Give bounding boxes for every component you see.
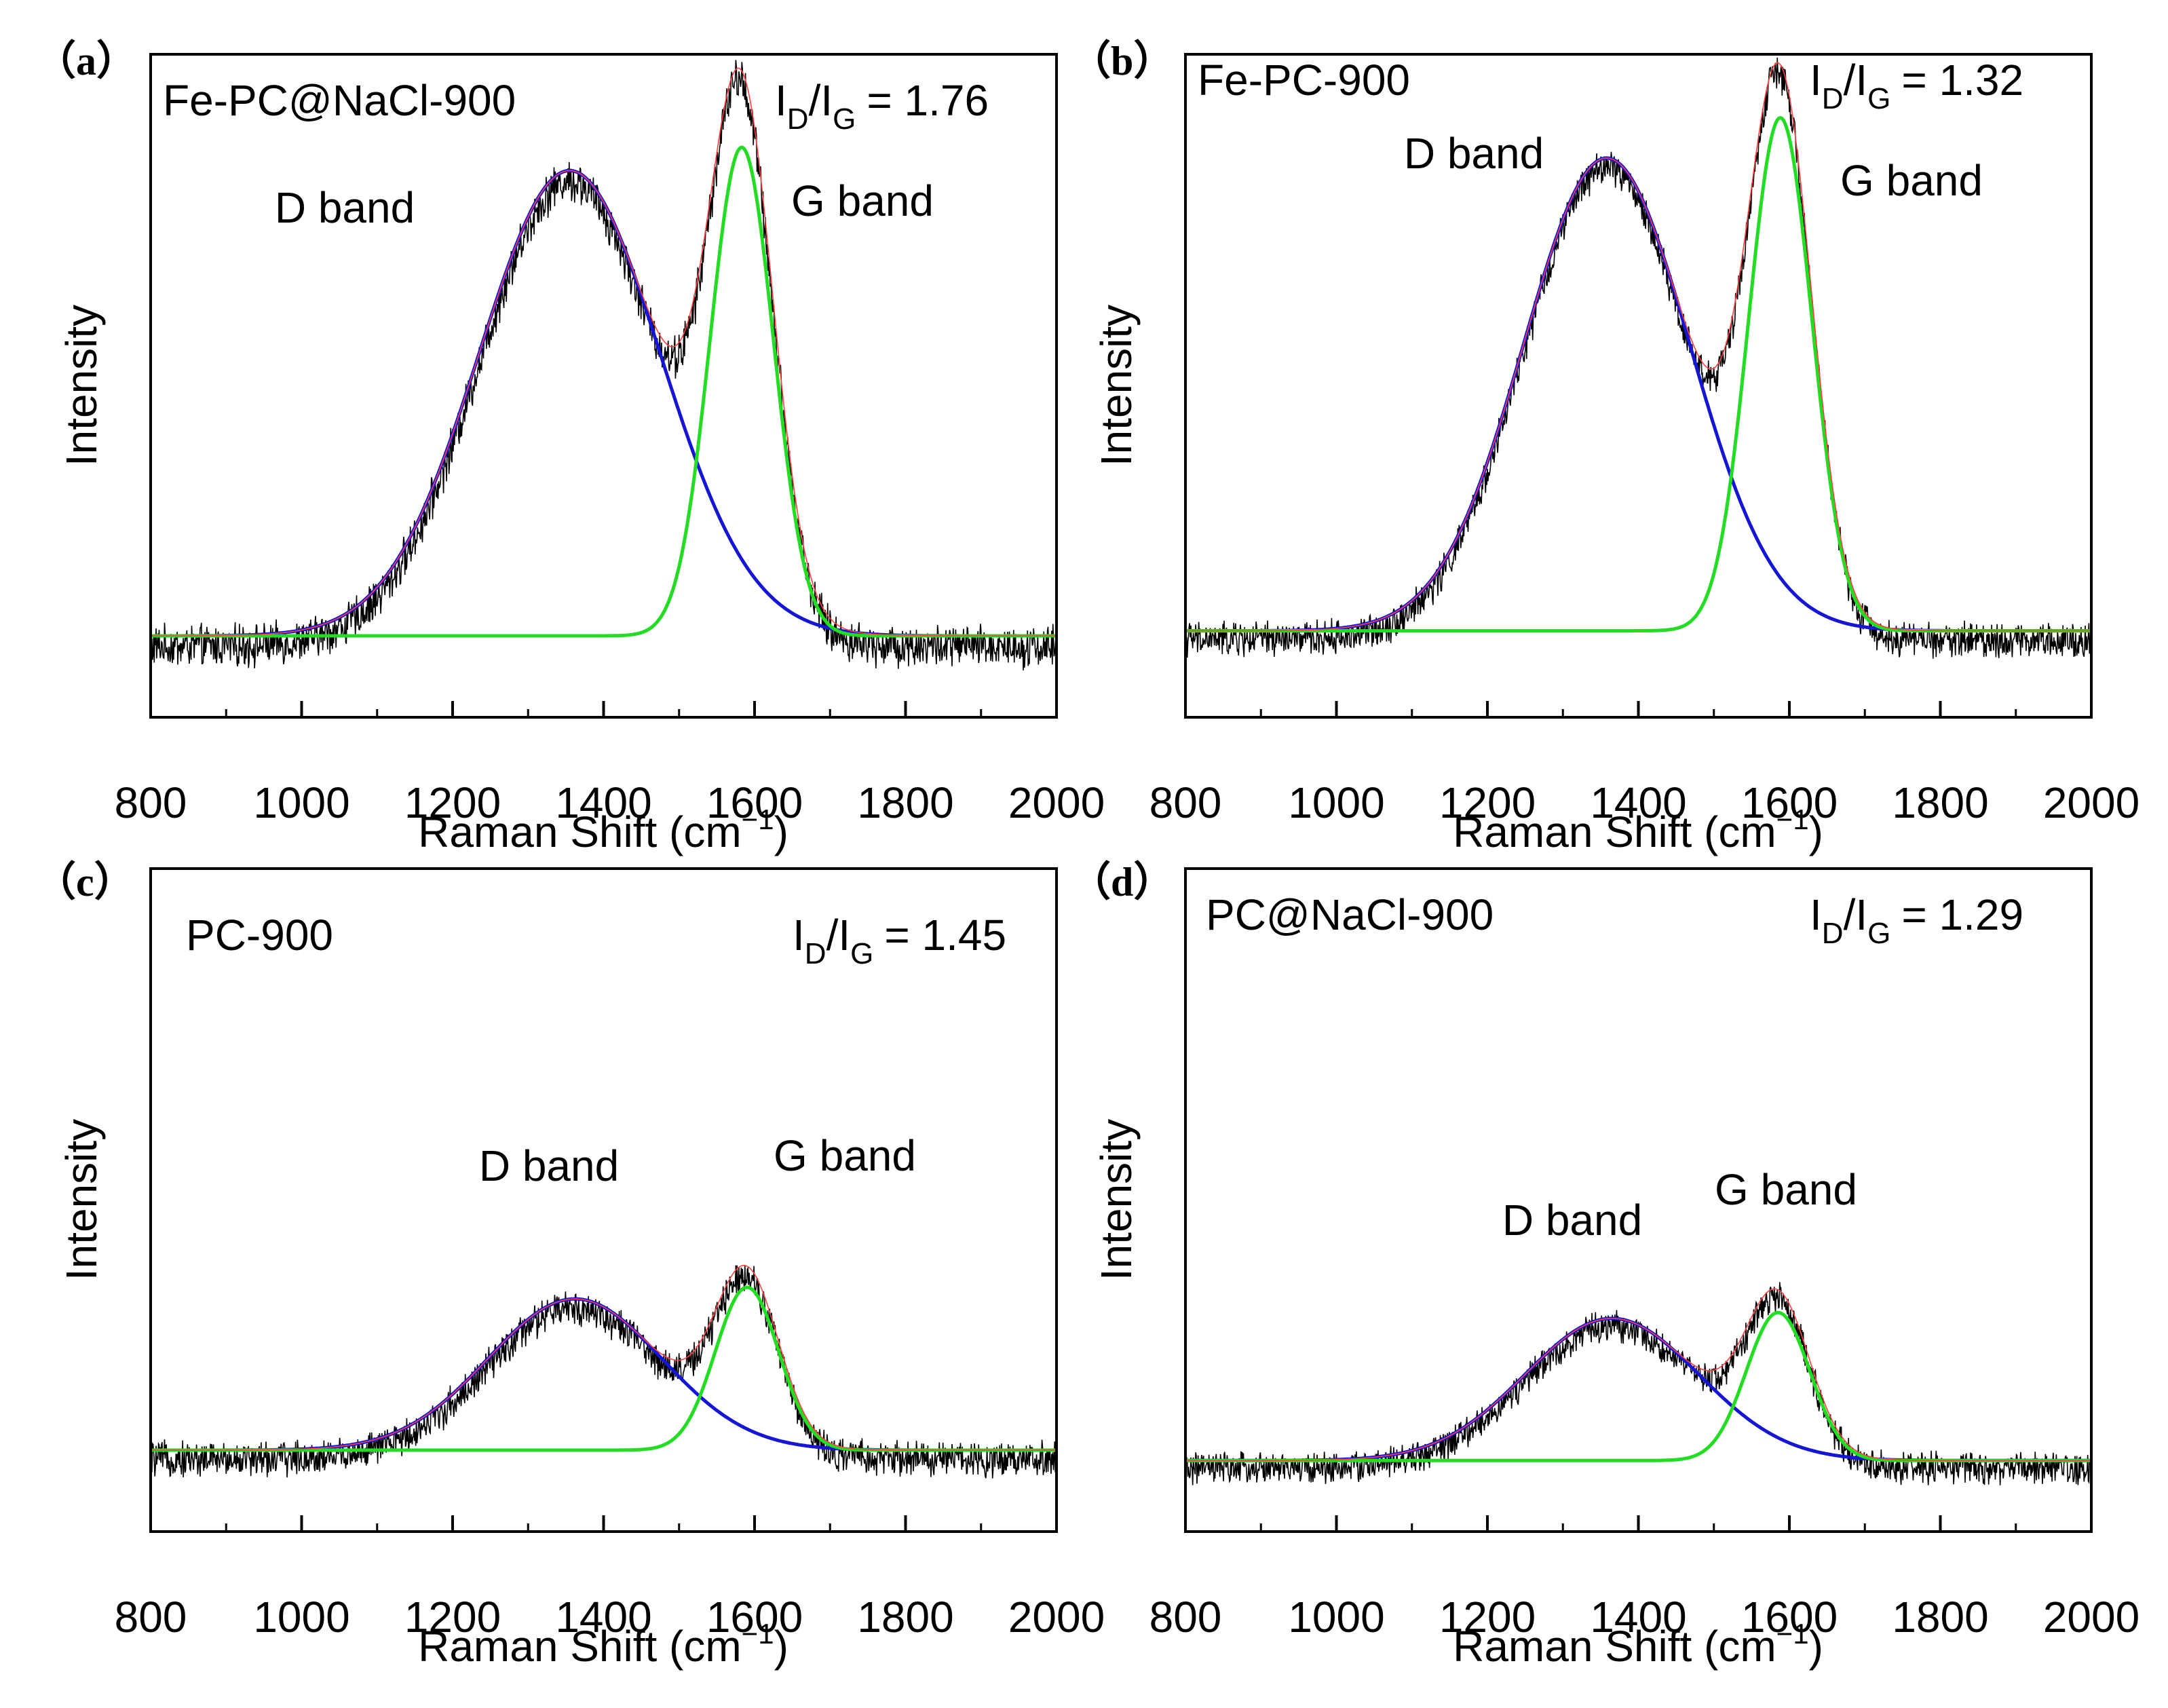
plot-frame xyxy=(149,53,1058,719)
plot-frame xyxy=(1184,867,2093,1533)
y-axis-label: Intensity xyxy=(57,305,106,466)
x-tick-label: 1800 xyxy=(857,778,953,827)
g-band-label: G band xyxy=(791,176,934,225)
panel-label: （d） xyxy=(1070,859,1174,905)
g-band-label: G band xyxy=(1840,156,1983,205)
x-tick-label: 1200 xyxy=(1439,778,1536,827)
x-tick-label: 800 xyxy=(115,1593,187,1641)
d-band-label: D band xyxy=(479,1141,619,1190)
x-axis-label: Raman Shift (cm−1) xyxy=(1453,803,1823,856)
y-axis-label: Intensity xyxy=(1092,1119,1141,1280)
ratio-label: ID/IG = 1.76 xyxy=(775,76,989,136)
x-tick-label: 800 xyxy=(1149,778,1222,827)
x-tick-label: 800 xyxy=(115,778,187,827)
ratio-label: ID/IG = 1.29 xyxy=(1810,890,2023,950)
x-tick-label: 2000 xyxy=(1008,1593,1105,1641)
x-tick-label: 1000 xyxy=(253,1593,349,1641)
g-band-fit-line xyxy=(151,1285,1057,1452)
ratio-label: ID/IG = 1.45 xyxy=(793,911,1006,970)
panel-label: （c） xyxy=(35,859,135,905)
x-tick-label: 1800 xyxy=(1892,1593,1988,1641)
x-tick-label: 800 xyxy=(1149,1593,1222,1641)
x-tick-label: 1200 xyxy=(404,1593,501,1641)
x-tick-label: 1000 xyxy=(1288,778,1384,827)
x-tick-label: 1400 xyxy=(555,778,651,827)
g-band-label: G band xyxy=(774,1131,916,1180)
x-tick-label: 1400 xyxy=(1590,778,1686,827)
raw-spectrum-line xyxy=(1185,57,2092,659)
d-band-fit-line xyxy=(1185,1316,2091,1462)
x-tick-label: 2000 xyxy=(1008,778,1105,827)
panel-a: （a） Fe-PC@NaCl-900 ID/IG = 1.76 D band G … xyxy=(35,38,1105,856)
x-tick-label: 1000 xyxy=(253,778,349,827)
x-tick-label: 1200 xyxy=(404,778,501,827)
x-tick-label: 1000 xyxy=(1288,1593,1384,1641)
sample-name: PC-900 xyxy=(186,911,333,960)
x-axis-label: Raman Shift (cm−1) xyxy=(418,1618,788,1671)
x-tick-label: 1400 xyxy=(1590,1593,1686,1641)
d-band-label: D band xyxy=(275,183,415,232)
sample-name: Fe-PC-900 xyxy=(1198,56,1410,105)
ratio-label: ID/IG = 1.32 xyxy=(1810,56,2023,115)
g-band-label: G band xyxy=(1715,1165,1857,1214)
x-axis-label: Raman Shift (cm−1) xyxy=(1453,1618,1823,1671)
d-band-fit-line xyxy=(151,168,1057,638)
x-tick-label: 1800 xyxy=(857,1593,953,1641)
cumulative-fit-line xyxy=(151,1264,1057,1451)
y-axis-label: Intensity xyxy=(1092,305,1141,466)
x-tick-label: 1800 xyxy=(1892,778,1988,827)
y-axis-label: Intensity xyxy=(57,1119,106,1280)
cumulative-fit-line xyxy=(151,67,1057,637)
d-band-label: D band xyxy=(1404,129,1544,178)
panel-c: （c） PC-900 ID/IG = 1.45 D band G band Int… xyxy=(35,859,1105,1671)
panel-label: （b） xyxy=(1070,38,1174,83)
x-tick-label: 1400 xyxy=(555,1593,651,1641)
raw-spectrum-line xyxy=(150,60,1057,670)
x-tick-label: 1600 xyxy=(706,778,803,827)
panel-b: （b） Fe-PC-900 ID/IG = 1.32 D band G band … xyxy=(1070,38,2140,856)
sample-name: Fe-PC@NaCl-900 xyxy=(163,76,516,125)
x-tick-label: 2000 xyxy=(2043,1593,2140,1641)
x-tick-label: 1600 xyxy=(706,1593,803,1641)
d-band-label: D band xyxy=(1502,1196,1642,1245)
cumulative-fit-line xyxy=(1185,62,2091,632)
x-tick-label: 2000 xyxy=(2043,778,2140,827)
cumulative-fit-line xyxy=(1185,1288,2091,1462)
panel-d: （d） PC@NaCl-900 ID/IG = 1.29 D band G ban… xyxy=(1070,859,2140,1671)
raw-spectrum-line xyxy=(150,1265,1057,1479)
x-tick-label: 1200 xyxy=(1439,1593,1536,1641)
d-band-fit-line xyxy=(1185,156,2091,633)
x-tick-label: 1600 xyxy=(1741,778,1838,827)
sample-name: PC@NaCl-900 xyxy=(1206,890,1494,939)
plot-frame xyxy=(1184,53,2093,719)
x-axis-label: Raman Shift (cm−1) xyxy=(418,803,788,856)
plot-frame xyxy=(149,867,1058,1533)
panel-label: （a） xyxy=(35,38,137,83)
x-tick-label: 1600 xyxy=(1741,1593,1838,1641)
raw-spectrum-line xyxy=(1185,1282,2092,1485)
